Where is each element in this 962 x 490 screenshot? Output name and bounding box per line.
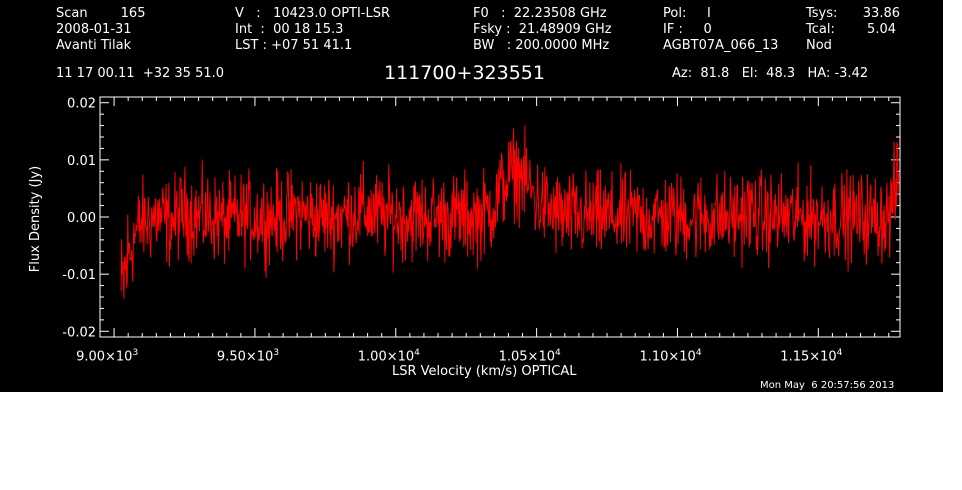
timestamp-label: Mon May 6 20:57:56 2013 (760, 380, 895, 391)
spectrum-chart: -0.02 -0.01 0.00 0.01 0.02 (62, 96, 901, 340)
if-label: IF : 0 (663, 22, 712, 37)
date-label: 2008-01-31 (56, 22, 132, 37)
tsys-value: 33.86 (862, 6, 900, 21)
x-tick-mantissa: 1.05×10 (498, 349, 555, 365)
x-tick-mantissa: 9.50×10 (216, 349, 274, 365)
scan-label: Scan 165 (56, 6, 146, 21)
x-tick-exponent: 4 (836, 348, 843, 358)
y-tick-label: -0.01 (62, 268, 96, 283)
x-tick-mantissa: 1.00×10 (357, 349, 415, 365)
x-tick-exponent: 3 (132, 348, 139, 358)
x-tick-mantissa: 1.15×10 (780, 349, 837, 365)
lst-label: LST : +07 51 41.1 (235, 38, 353, 53)
az-el-ha-label: Az: 81.8 El: 48.3 HA: -3.42 (672, 66, 869, 81)
tsys-label: Tsys: (806, 6, 838, 21)
x-axis-label: LSR Velocity (km/s) OPTICAL (392, 364, 577, 379)
y-tick-label: 0.01 (67, 154, 96, 169)
x-tick-mantissa: 9.00×10 (76, 349, 133, 365)
spectrum-series-line (120, 125, 900, 299)
tcal-value: 5.04 (867, 22, 896, 37)
y-axis-label: Flux Density (Jy) (28, 165, 43, 273)
y-tick-label: 0.02 (67, 97, 96, 112)
x-tick-label: 1.05×104 (499, 346, 561, 364)
x-tick-mantissa: 1.10×10 (639, 349, 696, 365)
x-tick-label: 1.10×104 (639, 346, 701, 364)
plot-frame (99, 96, 901, 338)
x-tick-label: 9.50×103 (217, 346, 279, 364)
tcal-label: Tcal: (806, 22, 835, 37)
x-tick-exponent: 3 (273, 348, 280, 358)
integration-label: Int : 00 18 15.3 (235, 22, 344, 37)
x-tick-label: 9.00×103 (76, 346, 138, 364)
x-tick-exponent: 4 (414, 348, 420, 358)
f0-label: F0 : 22.23508 GHz (473, 6, 607, 21)
fsky-label: Fsky : 21.48909 GHz (473, 22, 612, 37)
procedure-label: Nod (806, 38, 832, 53)
x-tick-exponent: 4 (555, 348, 561, 358)
coordinates-label: 11 17 00.11 +32 35 51.0 (56, 66, 225, 81)
x-tick-label: 1.00×104 (358, 346, 420, 364)
x-tick-exponent: 4 (695, 348, 702, 358)
source-title: 111700+323551 (384, 62, 545, 84)
y-tick-label: 0.00 (67, 211, 96, 226)
bandwidth-label: BW : 200.0000 MHz (473, 38, 610, 53)
project-label: AGBT07A_066_13 (663, 38, 779, 53)
y-tick-label: -0.02 (62, 325, 96, 340)
x-tick-label: 1.15×104 (780, 346, 842, 364)
observer-label: Avanti Tilak (56, 38, 132, 53)
velocity-label: V : 10423.0 OPTI-LSR (235, 6, 391, 21)
polarization-label: Pol: I (663, 6, 711, 21)
